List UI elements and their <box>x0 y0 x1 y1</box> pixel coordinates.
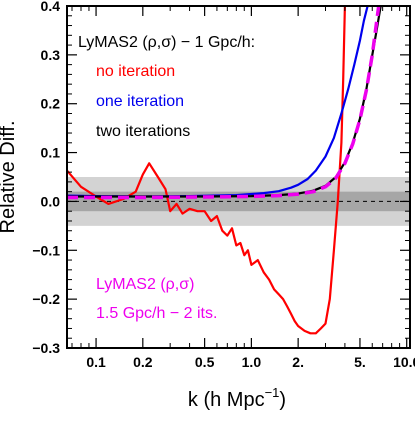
x-axis-label-main: k (h Mpc <box>188 389 265 411</box>
y-tick-label: −0.3 <box>32 340 60 356</box>
x-tick-label: 0.2 <box>133 354 153 370</box>
x-tick-label: 5. <box>354 354 366 370</box>
plot-frame <box>66 5 411 349</box>
legend-lower-entry: LyMAS2 (ρ,σ) <box>96 276 194 293</box>
legend-upper-title: LyMAS2 (ρ,σ) − 1 Gpc/h: <box>78 34 255 51</box>
x-tick-label: 1.0 <box>242 354 262 370</box>
y-axis-label: Relative Diff. <box>0 120 19 233</box>
x-tick-label: 2. <box>292 354 304 370</box>
series-line-1 <box>67 6 346 335</box>
y-tick-label: −0.1 <box>32 242 60 258</box>
y-tick-label: 0.3 <box>41 47 61 63</box>
y-tick-label: 0.0 <box>41 193 61 209</box>
x-tick-label: 0.5 <box>195 354 215 370</box>
x-tick-label: 10.0 <box>393 354 415 370</box>
x-tick-label: 0.1 <box>86 354 106 370</box>
y-tick-label: 0.4 <box>41 0 61 14</box>
legend-lower-entry: 1.5 Gpc/h − 2 its. <box>96 305 217 322</box>
x-axis-label-close: ) <box>279 389 286 411</box>
series-line-4 <box>67 6 381 200</box>
x-axis-label: k (h Mpc−1) <box>188 385 286 411</box>
x-axis-label-exponent: −1 <box>265 385 280 400</box>
legend-upper-entry: two iterations <box>96 123 190 140</box>
y-tick-label: 0.1 <box>41 145 61 161</box>
y-tick-label: 0.2 <box>41 96 61 112</box>
legend-upper-entry: one iteration <box>96 93 184 110</box>
y-tick-label: −0.2 <box>32 291 60 307</box>
legend-upper-entry: no iteration <box>96 63 175 80</box>
